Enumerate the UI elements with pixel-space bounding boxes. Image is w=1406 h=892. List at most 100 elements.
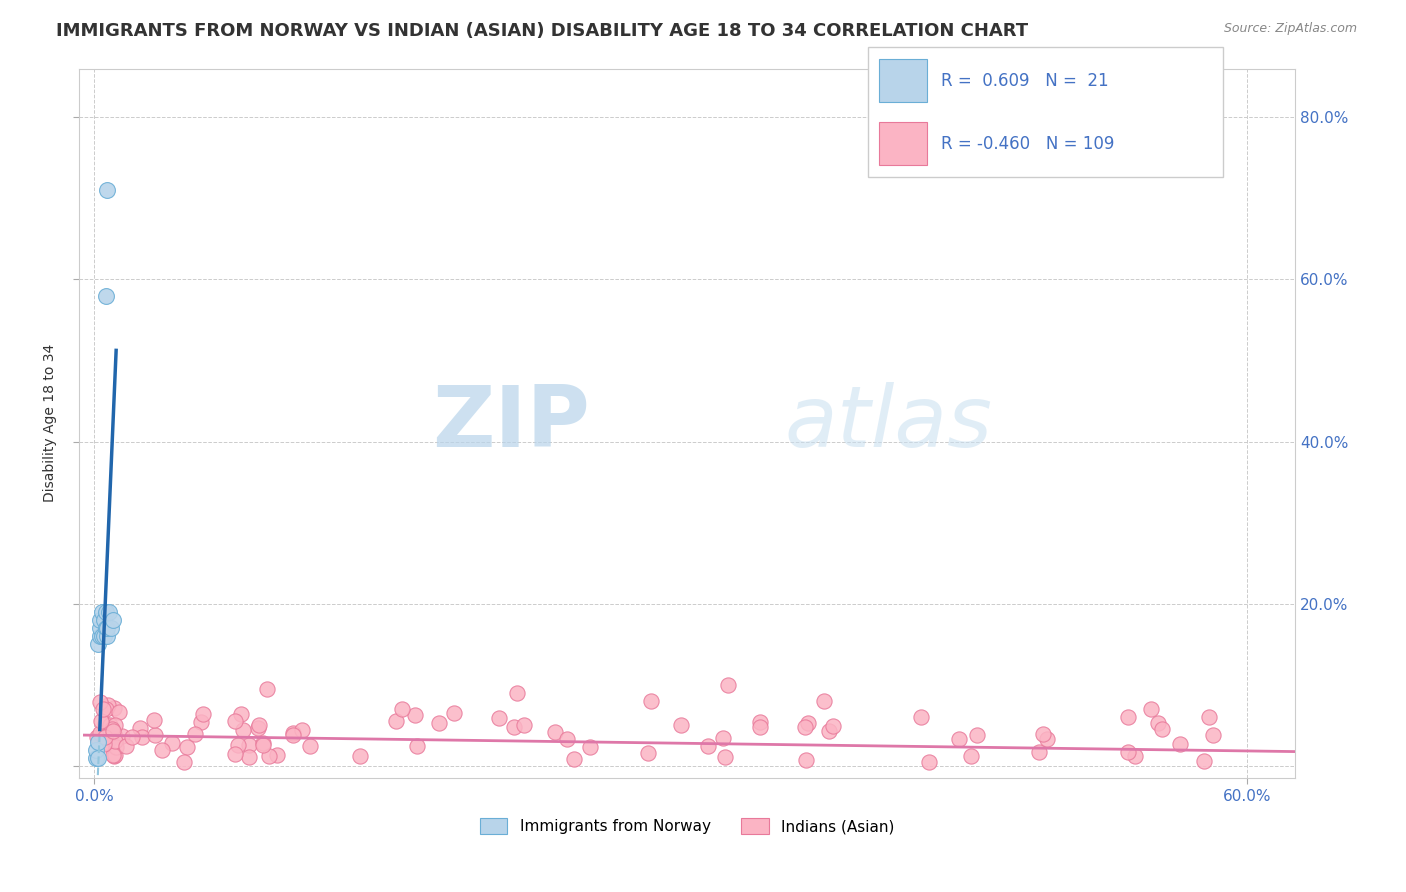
Point (101, 722, 124, 736)
Point (714, 750, 737, 764)
Point (98, 725, 121, 739)
Point (290, 723, 312, 737)
Point (97, 698, 120, 712)
Point (748, 720, 770, 734)
Point (93, 613, 115, 627)
Point (84, 743, 107, 757)
Point (748, 715, 770, 730)
Point (405, 739, 427, 754)
Point (87, 751, 110, 765)
Point (793, 720, 815, 734)
Point (98, 717, 121, 731)
Text: R =  0.609   N =  21: R = 0.609 N = 21 (942, 71, 1109, 90)
Point (94, 288, 117, 302)
Point (1116, 745, 1139, 759)
Point (104, 729, 127, 743)
Point (94, 621, 117, 635)
Point (238, 738, 260, 752)
Point (579, 739, 602, 754)
Point (503, 720, 526, 734)
Text: IMMIGRANTS FROM NORWAY VS INDIAN (ASIAN) DISABILITY AGE 18 TO 34 CORRELATION CHA: IMMIGRANTS FROM NORWAY VS INDIAN (ASIAN)… (56, 22, 1028, 40)
Point (89, 613, 111, 627)
Point (543, 725, 565, 739)
Point (84, 751, 107, 765)
Point (1192, 754, 1215, 768)
Point (246, 721, 269, 735)
Point (1147, 715, 1170, 730)
Point (817, 724, 839, 739)
Point (966, 728, 988, 742)
Point (247, 718, 270, 732)
Point (90, 605, 112, 619)
Point (562, 752, 585, 766)
Point (142, 714, 165, 728)
Point (173, 755, 195, 769)
Point (89, 621, 111, 635)
Point (555, 731, 578, 746)
Point (101, 723, 124, 738)
Point (96, 183, 118, 197)
Legend: Immigrants from Norway, Indians (Asian): Immigrants from Norway, Indians (Asian) (479, 819, 894, 834)
Point (443, 706, 465, 720)
Text: atlas: atlas (785, 382, 993, 465)
Point (91, 702, 114, 716)
Text: Source: ZipAtlas.com: Source: ZipAtlas.com (1223, 22, 1357, 36)
Point (224, 714, 246, 728)
Point (90, 714, 112, 728)
Point (107, 705, 129, 719)
Point (184, 727, 207, 741)
Point (228, 739, 250, 753)
Point (257, 748, 280, 763)
Point (104, 739, 127, 754)
Point (94, 605, 117, 619)
Point (94, 730, 117, 744)
Point (640, 694, 662, 708)
Point (96, 621, 118, 635)
Point (111, 729, 134, 743)
Y-axis label: Disability Age 18 to 34: Disability Age 18 to 34 (44, 344, 58, 502)
Point (190, 714, 212, 729)
Point (103, 749, 125, 764)
Point (91, 729, 114, 743)
Point (93, 737, 115, 751)
Point (281, 726, 304, 740)
Point (252, 736, 274, 750)
Point (298, 739, 321, 753)
Point (96, 736, 118, 750)
Point (1201, 728, 1223, 742)
Text: ZIP: ZIP (432, 382, 589, 465)
Point (176, 739, 198, 754)
Point (1032, 726, 1054, 740)
Point (96, 736, 118, 750)
Point (89, 629, 111, 643)
Point (796, 715, 818, 730)
Point (104, 718, 127, 732)
Point (488, 711, 510, 725)
Point (89, 725, 111, 739)
Point (160, 736, 183, 750)
Point (131, 730, 153, 744)
Point (98, 723, 121, 738)
Point (103, 700, 125, 714)
Point (918, 755, 941, 769)
Point (349, 749, 371, 764)
Point (1116, 709, 1139, 723)
Point (101, 747, 124, 762)
Point (256, 681, 278, 696)
Point (696, 739, 718, 753)
Point (224, 747, 246, 761)
Point (104, 747, 127, 762)
Point (385, 714, 408, 728)
Point (150, 743, 173, 757)
Point (93, 629, 115, 643)
Point (86, 730, 108, 744)
Point (128, 722, 150, 736)
Point (93, 717, 115, 731)
Point (813, 694, 835, 708)
Point (1168, 737, 1191, 751)
Point (794, 754, 817, 768)
Point (193, 706, 215, 721)
Point (1028, 745, 1050, 759)
Point (89, 695, 111, 709)
Point (100, 621, 122, 635)
